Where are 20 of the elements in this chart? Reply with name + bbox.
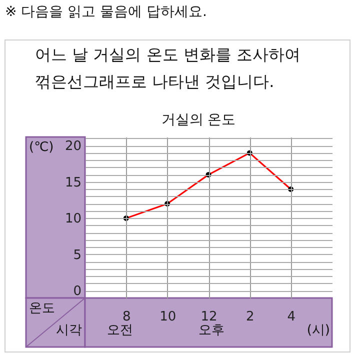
text: ※ 다음을 읽고 물음에 답하세요. — [5, 4, 207, 20]
x-tick-label: 12 — [200, 310, 218, 324]
x-axis-title: 시각 — [56, 323, 82, 338]
text: 어느 날 거실의 온도 변화를 조사하여 — [35, 45, 300, 64]
chart-title: 거실의 온도 — [161, 112, 236, 128]
x-tick-label: 10 — [160, 310, 176, 324]
y-tick-label: 5 — [73, 248, 82, 263]
text: 오전 — [107, 323, 133, 338]
y-tick-label: 20 — [64, 139, 82, 154]
x-tick-label: 2 — [246, 310, 254, 324]
y-tick-label: 10 — [64, 212, 82, 227]
y-axis-title: 온도 — [29, 301, 55, 316]
x-tick-label: 4 — [287, 310, 296, 324]
text: (℃) — [29, 140, 54, 155]
y-tick-label: 0 — [73, 284, 82, 300]
y-tick-label: 15 — [64, 175, 82, 190]
text: (시) — [306, 323, 330, 338]
x-tick-label: 8 — [122, 310, 131, 324]
text: 꺾은선그래프로 나타낸 것입니다. — [35, 72, 274, 91]
text: 오후 — [198, 323, 224, 338]
